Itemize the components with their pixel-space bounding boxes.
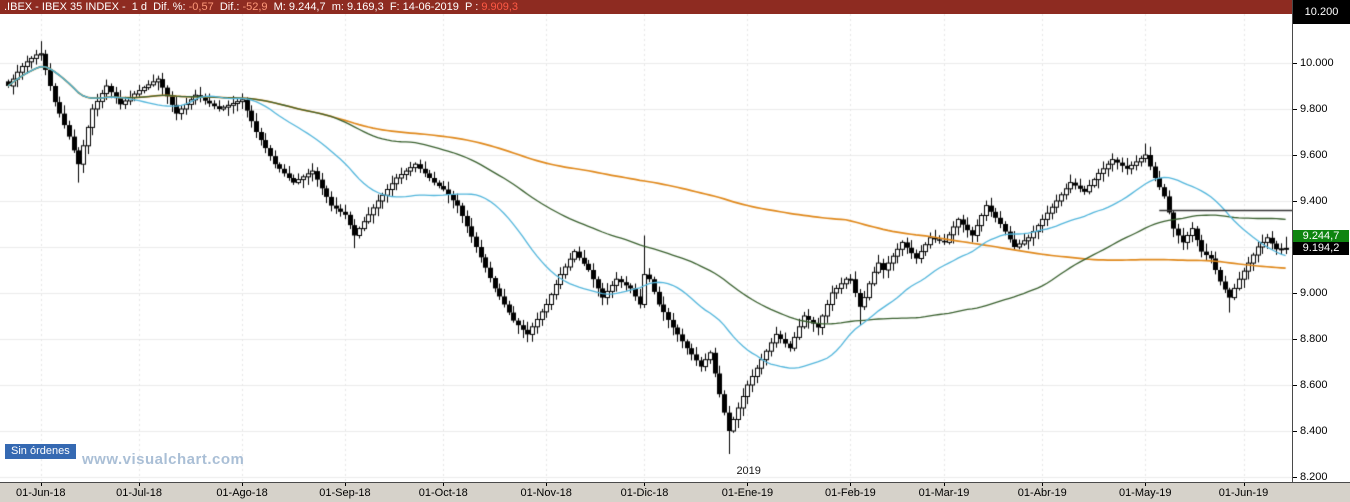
year-label: 2019: [736, 465, 761, 477]
time-axis-tick-mark: [139, 483, 140, 486]
header-field: P :: [458, 1, 482, 13]
time-axis-tick-label: 01-Ene-19: [721, 487, 774, 499]
y-axis-tick-mark: [1293, 201, 1297, 202]
time-axis-tick-label: 01-Jun-19: [1218, 487, 1269, 499]
time-axis-tick-label: 01-Oct-18: [418, 487, 468, 499]
y-axis-tick-mark: [1293, 109, 1297, 110]
time-axis-tick-mark: [944, 483, 945, 486]
time-axis-tick-mark: [1042, 483, 1043, 486]
time-axis-tick-label: 01-Feb-19: [825, 487, 876, 499]
header-field: 9.909,3: [481, 1, 519, 13]
header-field: m: 9.169,3: [325, 1, 384, 13]
visualchart-watermark: www.visualchart.com: [82, 451, 245, 468]
y-axis-tick-mark: [1293, 477, 1297, 478]
time-axis-tick-mark: [41, 483, 42, 486]
header-field: F: 14-06-2019: [383, 1, 459, 13]
time-axis: 01-Jun-18 01-Jul-18 01-Ago-18 01-Sep-18 01-O…: [0, 482, 1350, 502]
time-axis-tick-label: 01-Sep-18: [319, 487, 371, 499]
time-axis-tick-mark: [1244, 483, 1245, 486]
header-field: M: 9.244,7: [267, 1, 326, 13]
time-axis-tick-mark: [242, 483, 243, 486]
orders-status-badge: Sin órdenes: [5, 444, 76, 459]
y-axis-tick-mark: [1293, 63, 1297, 64]
time-axis-tick-label: 01-Jun-18: [15, 487, 66, 499]
session-high-marker: 9.244,7: [1293, 229, 1349, 243]
y-axis-tick-label: 10.000: [1300, 57, 1334, 69]
y-axis-tick-label: 8.200: [1300, 471, 1328, 483]
time-axis-tick-label: 01-Jul-18: [116, 487, 162, 499]
header-field: -0,57: [188, 1, 214, 13]
time-axis-tick-mark: [850, 483, 851, 486]
time-axis-tick-mark: [345, 483, 346, 486]
time-axis-tick-mark: [747, 483, 748, 486]
header-field: Dif.:: [213, 1, 243, 13]
y-axis-tick-mark: [1293, 385, 1297, 386]
time-axis-tick-label: 01-Mar-19: [918, 487, 970, 499]
y-axis-tick-mark: [1293, 339, 1297, 340]
chart-header: .IBEX - IBEX 35 INDEX - 1 d Dif. %: -0,5…: [0, 0, 1292, 14]
header-field: -52,9: [242, 1, 268, 13]
y-axis-tick-mark: [1293, 155, 1297, 156]
y-axis-tick-label: 8.800: [1300, 333, 1328, 345]
time-axis-tick-label: 01-Nov-18: [520, 487, 572, 499]
time-axis-tick-label: 01-Dic-18: [620, 487, 669, 499]
time-axis-tick-label: 01-Abr-19: [1017, 487, 1067, 499]
time-axis-tick-mark: [443, 483, 444, 486]
y-axis-tick-mark: [1293, 293, 1297, 294]
candlestick-chart-canvas[interactable]: [0, 14, 1292, 482]
y-axis-tick-label: 8.400: [1300, 425, 1328, 437]
time-axis-tick-mark: [1145, 483, 1146, 486]
time-axis-tick-label: 01-Ago-18: [216, 487, 268, 499]
time-axis-tick-mark: [546, 483, 547, 486]
price-axis-top-scale-label: 10.200: [1293, 0, 1350, 24]
header-field: .IBEX - IBEX 35 INDEX - 1 d: [4, 1, 154, 13]
y-axis-tick-mark: [1293, 431, 1297, 432]
y-axis-tick-label: 9.800: [1300, 103, 1328, 115]
time-axis-tick-label: 01-May-19: [1118, 487, 1172, 499]
header-field: Dif. %:: [153, 1, 189, 13]
y-axis-tick-label: 9.400: [1300, 195, 1328, 207]
y-axis-tick-label: 8.600: [1300, 379, 1328, 391]
y-axis-tick-label: 9.600: [1300, 149, 1328, 161]
last-price-box: 9.194,2: [1293, 242, 1349, 256]
y-axis-tick-label: 9.000: [1300, 287, 1328, 299]
time-axis-tick-mark: [644, 483, 645, 486]
